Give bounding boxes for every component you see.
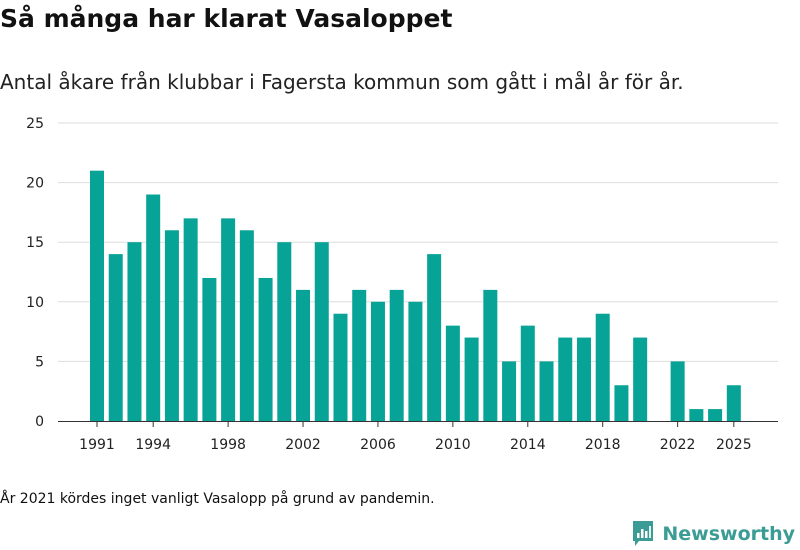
bar-2018 — [595, 313, 610, 421]
x-tick-label: 1991 — [79, 437, 115, 453]
bar-2009 — [427, 254, 442, 421]
bar-1996 — [183, 218, 198, 421]
x-tick-label: 1994 — [135, 437, 171, 453]
bar-1999 — [239, 230, 254, 421]
bar-1998 — [221, 218, 236, 421]
y-tick-label: 15 — [26, 235, 44, 251]
bar-2023 — [689, 409, 704, 421]
bar-2000 — [258, 277, 273, 421]
bar-2007 — [389, 289, 404, 421]
bars — [90, 170, 741, 421]
bar-1997 — [202, 277, 217, 421]
newsworthy-logo-icon — [633, 521, 654, 546]
bar-2012 — [483, 289, 498, 421]
x-tick-label: 2002 — [285, 437, 321, 453]
bar-1992 — [108, 254, 123, 421]
bar-2001 — [277, 242, 292, 421]
bar-2003 — [314, 242, 329, 421]
bar-2016 — [558, 337, 573, 421]
bar-2010 — [445, 325, 460, 421]
bar-1991 — [90, 170, 104, 421]
x-tick-label: 2025 — [716, 437, 752, 453]
bar-2013 — [502, 361, 517, 421]
bar-2024 — [708, 409, 723, 421]
bar-1994 — [146, 194, 161, 421]
bar-2025 — [726, 385, 741, 421]
bar-2002 — [296, 289, 311, 421]
bar-2006 — [370, 301, 385, 421]
bar-2008 — [408, 301, 423, 421]
y-tick-label: 10 — [26, 295, 44, 311]
bar-2022 — [670, 361, 685, 421]
bar-2004 — [333, 313, 348, 421]
bar-2017 — [576, 337, 591, 421]
bar-2014 — [520, 325, 535, 421]
x-tick-label: 2022 — [660, 437, 696, 453]
x-tick-label: 2006 — [360, 437, 396, 453]
y-tick-label: 5 — [35, 354, 44, 370]
bar-2019 — [614, 385, 629, 421]
chart-subtitle: Antal åkare från klubbar i Fagersta komm… — [0, 70, 684, 94]
bar-1993 — [127, 242, 142, 421]
bar-2015 — [539, 361, 554, 421]
chart-title: Så många har klarat Vasaloppet — [0, 4, 453, 33]
bar-2020 — [633, 337, 648, 421]
y-tick-label: 0 — [35, 414, 44, 430]
x-tick-label: 1998 — [210, 437, 246, 453]
y-tick-label: 20 — [26, 176, 44, 192]
footnote: År 2021 kördes inget vanligt Vasalopp på… — [0, 491, 435, 507]
y-axis-ticks: 0 5 10 15 20 25 — [26, 116, 44, 430]
x-tick-label: 2014 — [510, 437, 546, 453]
x-tick-label: 2010 — [435, 437, 471, 453]
y-tick-label: 25 — [26, 116, 44, 132]
bar-2011 — [464, 337, 479, 421]
brand: Newsworthy — [631, 518, 795, 550]
bar-1995 — [164, 230, 179, 421]
bar-2005 — [352, 289, 367, 421]
x-axis: 1991 1994 1998 2002 2006 2010 2014 2018 2022 2025 — [58, 421, 778, 453]
brand-name: Newsworthy — [662, 523, 795, 545]
x-tick-label: 2018 — [585, 437, 621, 453]
